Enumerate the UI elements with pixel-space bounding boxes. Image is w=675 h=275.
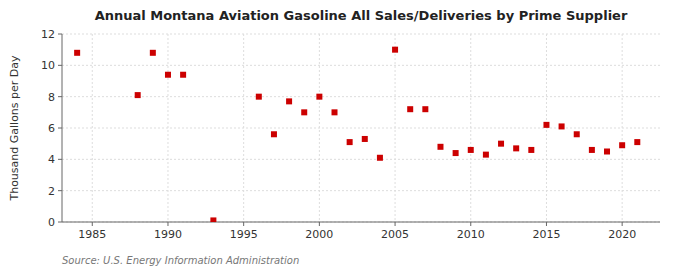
point [347, 139, 353, 145]
x-tick [167, 222, 168, 226]
grid-line-x [243, 34, 244, 222]
point [150, 50, 156, 56]
point [604, 149, 610, 155]
point [165, 72, 171, 78]
point [301, 109, 307, 115]
y-axis-label: Thousand Gallons per Day [8, 55, 21, 202]
y-tick [58, 222, 62, 223]
x-tick-label: 2015 [532, 228, 560, 241]
points [74, 47, 640, 222]
grid-line-y [62, 159, 660, 160]
point [422, 106, 428, 112]
chart: 1985 1990 1995 2000 2005 2010 2015 2020 0 2 4 6 8 10 1… [0, 0, 675, 275]
grid-line-x [92, 34, 93, 222]
point [559, 123, 565, 129]
y-tick-label: 4 [48, 153, 55, 166]
y-tick [58, 65, 62, 66]
grid-line-y [62, 190, 660, 191]
x-tick-label: 2020 [608, 228, 636, 241]
point [180, 72, 186, 78]
y-tick-label: 6 [48, 122, 55, 135]
grid-line-x [319, 34, 320, 222]
x-tick [470, 222, 471, 226]
x-tick [243, 222, 244, 226]
point [316, 94, 322, 100]
y-tick-label: 12 [41, 28, 55, 41]
point [513, 145, 519, 151]
point [619, 142, 625, 148]
x-tick-label: 1995 [230, 228, 258, 241]
grid-line-y [62, 65, 660, 66]
point [574, 131, 580, 137]
chart-title: Annual Montana Aviation Gasoline All Sal… [95, 8, 628, 23]
y-tick-label: 0 [48, 216, 55, 229]
grid-line-y [62, 96, 660, 97]
grid-line-x [622, 34, 623, 222]
axes: 1985 1990 1995 2000 2005 2010 2015 2020 0 2 4 6 8 10 1… [41, 28, 636, 241]
grid-line-y [62, 34, 660, 35]
y-tick-label: 10 [41, 59, 55, 72]
chart-container: 1985 1990 1995 2000 2005 2010 2015 2020 0 2 4 6 8 10 1… [0, 0, 675, 275]
source-note: Source: U.S. Energy Information Administ… [62, 255, 299, 266]
point [377, 155, 383, 161]
point [437, 144, 443, 150]
point [332, 109, 338, 115]
grid-line-x [470, 34, 471, 222]
x-tick-label: 2010 [457, 228, 485, 241]
x-tick-label: 2000 [305, 228, 333, 241]
grid-line-y [62, 128, 660, 129]
y-tick [58, 128, 62, 129]
grid [62, 34, 660, 222]
x-tick [319, 222, 320, 226]
y-tick [58, 34, 62, 35]
point [362, 136, 368, 142]
x-tick-label: 1990 [154, 228, 182, 241]
grid-line-x [167, 34, 168, 222]
x-tick [92, 222, 93, 226]
y-tick [58, 159, 62, 160]
point [286, 98, 292, 104]
point [256, 94, 262, 100]
point [634, 139, 640, 145]
grid-line-y [62, 222, 660, 223]
point [135, 92, 141, 98]
point [543, 122, 549, 128]
point [271, 131, 277, 137]
x-tick [395, 222, 396, 226]
point [453, 150, 459, 156]
point [392, 47, 398, 53]
y-tick [58, 190, 62, 191]
point [498, 141, 504, 147]
y-tick-label: 8 [48, 91, 55, 104]
x-axis-line [62, 222, 660, 223]
grid-line-x [395, 34, 396, 222]
point [407, 106, 413, 112]
point [210, 217, 216, 222]
point [589, 147, 595, 153]
y-tick-label: 2 [48, 185, 55, 198]
x-tick-label: 2005 [381, 228, 409, 241]
point [528, 147, 534, 153]
x-tick-label: 1985 [78, 228, 106, 241]
point [483, 152, 489, 158]
grid-line-x [546, 34, 547, 222]
point [468, 147, 474, 153]
x-tick [622, 222, 623, 226]
point [74, 50, 80, 56]
x-tick [546, 222, 547, 226]
y-tick [58, 96, 62, 97]
